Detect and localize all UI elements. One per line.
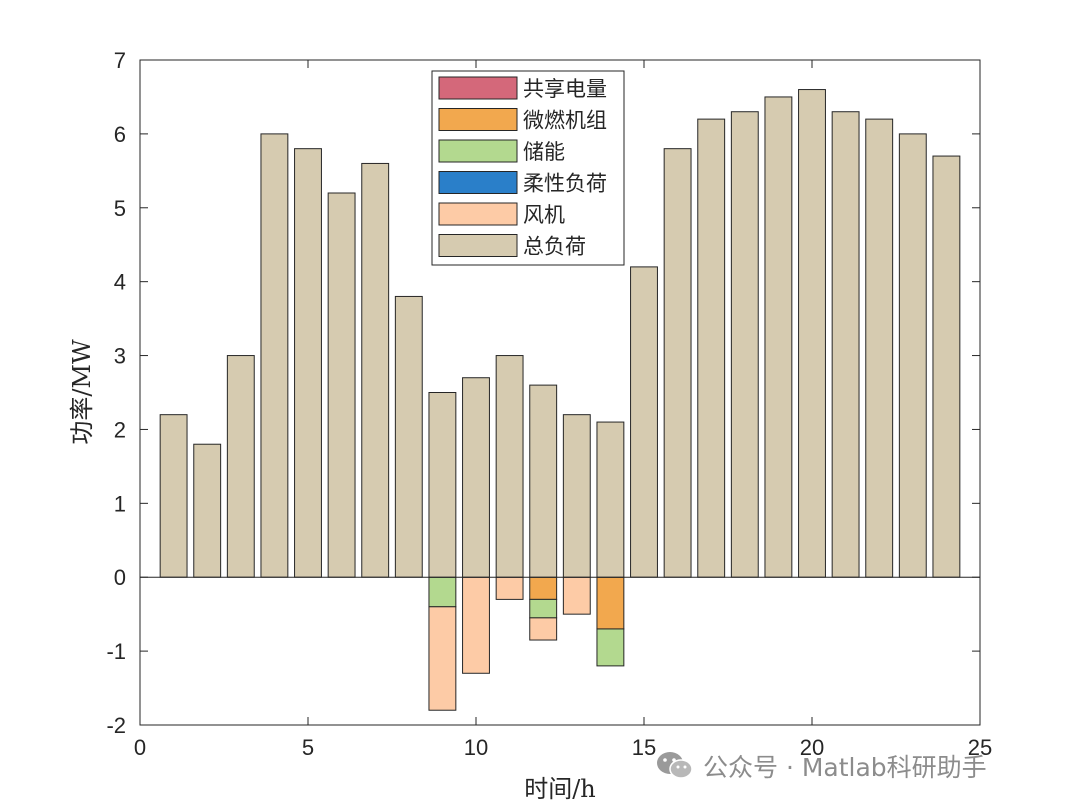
y-tick-label: 4	[114, 270, 126, 295]
x-tick-label: 15	[632, 735, 656, 760]
bar-总负荷-hour-5	[294, 148, 322, 578]
bar-总负荷-hour-6	[327, 192, 356, 578]
y-tick-label: 3	[114, 344, 126, 369]
bar-总负荷-hour-8	[394, 295, 423, 578]
bar-风机-hour-10	[462, 576, 490, 674]
bar-总负荷-hour-3	[226, 355, 255, 578]
bar-总负荷-hour-21	[831, 111, 860, 578]
y-tick-label: 2	[114, 417, 126, 442]
plot-frame	[139, 59, 981, 726]
bar-总负荷-hour-7	[361, 162, 390, 578]
bar-layer	[159, 89, 961, 711]
bar-总负荷-hour-24	[932, 155, 961, 578]
legend-swatch-微燃机组	[438, 108, 518, 131]
bar-总负荷-hour-17	[697, 118, 726, 578]
y-tick-label: -2	[106, 713, 126, 738]
wechat-icon	[657, 752, 693, 779]
legend-label-风机: 风机	[523, 203, 565, 227]
bar-总负荷-hour-23	[898, 133, 927, 578]
x-tick-label: 25	[968, 735, 992, 760]
bar-总负荷-hour-14	[596, 421, 625, 578]
watermark: 公众号 · Matlab科研助手	[655, 748, 987, 784]
y-tick-label: 5	[114, 196, 126, 221]
legend-swatch-总负荷	[438, 234, 518, 257]
x-axis-label: 时间/h	[524, 775, 596, 803]
legend-label-微燃机组: 微燃机组	[523, 109, 607, 133]
bar-总负荷-hour-4	[260, 133, 289, 578]
bar-风机-hour-12	[529, 617, 558, 641]
bar-总负荷-hour-1	[159, 414, 188, 578]
y-axis-label: 功率/MW	[68, 339, 96, 445]
bar-微燃机组-hour-14	[596, 576, 625, 630]
bar-总负荷-hour-20	[798, 89, 826, 578]
x-tick-label: 10	[464, 735, 488, 760]
bar-总负荷-hour-15	[630, 266, 658, 578]
legend-swatch-风机	[438, 202, 518, 226]
bar-总负荷-hour-13	[562, 414, 591, 578]
x-tick-label: 20	[800, 735, 824, 760]
y-tick-label: 1	[114, 491, 126, 516]
y-tick-label: 0	[114, 565, 126, 590]
legend-swatch-柔性负荷	[438, 171, 518, 194]
bar-风机-hour-13	[562, 576, 591, 615]
bar-风机-hour-9	[428, 606, 457, 711]
watermark-text: 公众号 · Matlab科研助手	[703, 753, 987, 782]
bar-储能-hour-14	[596, 628, 625, 667]
bar-总负荷-hour-16	[663, 148, 692, 578]
bar-总负荷-hour-2	[193, 443, 222, 578]
bar-总负荷-hour-19	[764, 96, 793, 578]
y-tick-label: 7	[114, 48, 126, 73]
bar-总负荷-hour-10	[462, 377, 490, 578]
bar-微燃机组-hour-12	[529, 576, 558, 600]
bar-总负荷-hour-11	[495, 355, 524, 578]
legend-label-柔性负荷: 柔性负荷	[523, 172, 607, 196]
legend-label-储能: 储能	[523, 140, 565, 164]
y-tick-label: 6	[114, 122, 126, 147]
bar-储能-hour-9	[428, 576, 457, 608]
bar-总负荷-hour-22	[865, 118, 894, 578]
legend-box	[431, 70, 625, 266]
legend-label-总负荷: 总负荷	[523, 235, 586, 259]
x-tick-label: 0	[134, 735, 146, 760]
y-tick-label: -1	[106, 639, 126, 664]
bar-总负荷-hour-9	[428, 392, 457, 578]
legend-swatch-共享电量	[438, 76, 518, 100]
y-axis-ticks: -2 -1 0 1 2 3 4 5 6 7	[106, 48, 980, 738]
legend-swatch-储能	[438, 139, 518, 163]
bar-储能-hour-12	[529, 598, 558, 619]
legend-label-共享电量: 共享电量	[523, 77, 607, 101]
bar-风机-hour-11	[495, 576, 524, 600]
bar-总负荷-hour-12	[529, 384, 558, 578]
x-tick-label: 5	[302, 735, 314, 760]
bar-总负荷-hour-18	[730, 111, 759, 578]
x-axis-ticks: 0 5 10 15 20 25	[134, 60, 992, 760]
